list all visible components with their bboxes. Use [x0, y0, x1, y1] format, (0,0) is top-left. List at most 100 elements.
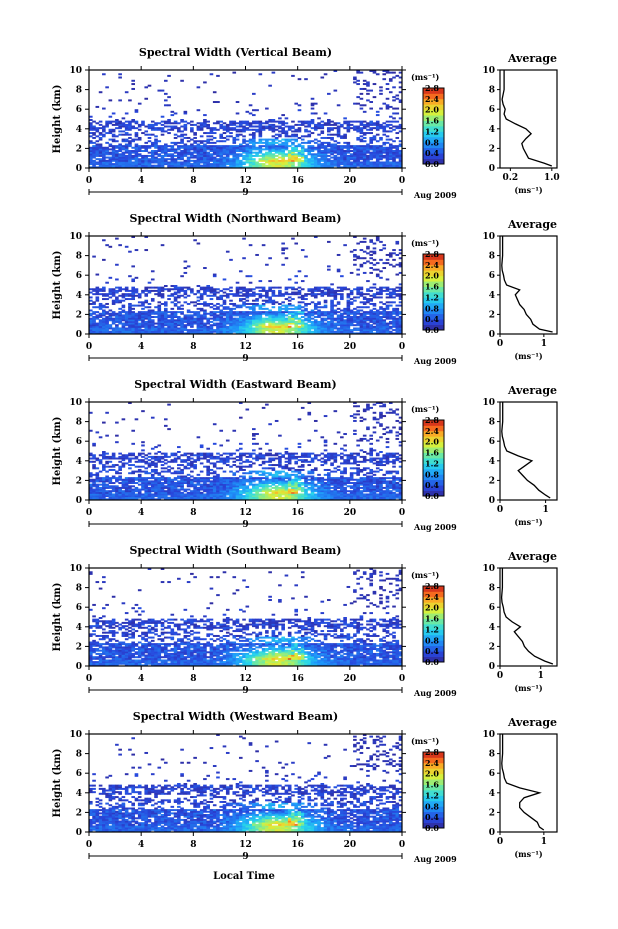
heatmap-cell [291, 146, 295, 149]
heatmap-cell [173, 127, 178, 130]
heatmap-cell [115, 325, 119, 328]
heatmap-cell [379, 125, 383, 128]
heatmap-cell [111, 158, 116, 161]
heatmap-cell [199, 159, 204, 162]
heatmap-cell [271, 289, 276, 292]
heatmap-cell [255, 161, 259, 164]
heatmap-cell [118, 123, 122, 126]
heatmap-cell [180, 166, 184, 169]
heatmap-cell [398, 257, 403, 260]
heatmap-cell [124, 482, 129, 485]
heatmap-cell [128, 150, 132, 153]
heatmap-cell [281, 252, 285, 255]
heatmap-cell [203, 122, 207, 125]
heatmap-cell [115, 434, 119, 437]
heatmap-cell [134, 486, 139, 489]
heatmap-cell [313, 125, 318, 128]
heatmap-cell [395, 94, 400, 97]
x-tick-label: 16 [291, 342, 304, 352]
heatmap-cell [349, 302, 354, 305]
heatmap-cell [121, 418, 126, 421]
heatmap-cell [177, 491, 181, 494]
heatmap-cell [327, 122, 331, 125]
heatmap-cell [102, 488, 106, 491]
heatmap-cell [206, 491, 210, 494]
heatmap-cell [92, 485, 96, 488]
heatmap-cell [222, 317, 227, 320]
heatmap-cell [238, 319, 243, 322]
heatmap-cell [111, 493, 116, 496]
heatmap-cell [242, 317, 246, 320]
heatmap-cell [186, 164, 191, 167]
heatmap-cell [150, 498, 155, 501]
heatmap-cell [323, 154, 328, 157]
heatmap-cell [167, 468, 171, 471]
heatmap-cell [268, 319, 272, 322]
heatmap-cell [258, 330, 263, 333]
heatmap-cell [323, 141, 328, 144]
heatmap-cell [144, 485, 149, 488]
heatmap-cell [235, 324, 240, 327]
heatmap-cell [144, 488, 149, 491]
heatmap-cell [167, 132, 171, 135]
heatmap-cell [206, 322, 210, 325]
heatmap-cell [92, 154, 96, 157]
heatmap-cell [150, 145, 155, 148]
heatmap-cell [388, 316, 393, 319]
heatmap-cell [108, 312, 113, 315]
heatmap-cell [356, 159, 360, 162]
heatmap-cell [131, 311, 135, 314]
heatmap-cell [265, 158, 269, 161]
heatmap-cell [219, 136, 224, 139]
heatmap-cell [222, 294, 227, 297]
heatmap-cell [183, 125, 188, 128]
heatmap-cell [128, 311, 132, 314]
heatmap-cell [274, 146, 279, 149]
heatmap-cell [375, 153, 380, 156]
heatmap-cell [238, 317, 243, 320]
heatmap-cell [150, 159, 155, 162]
heatmap-cell [372, 151, 377, 154]
heatmap-cell [245, 288, 250, 291]
heatmap-cell [379, 150, 383, 153]
heatmap-cell [287, 145, 292, 148]
heatmap-cell [278, 150, 282, 153]
heatmap-cell [144, 156, 149, 159]
heatmap-cell [261, 156, 266, 159]
heatmap-cell [362, 123, 367, 126]
average-profile-line [501, 70, 553, 167]
heatmap-cell [98, 150, 103, 153]
heatmap-cell [98, 319, 103, 322]
heatmap-cell [137, 332, 142, 335]
heatmap-cell [115, 278, 119, 281]
heatmap-cell [150, 150, 155, 153]
heatmap-cell [242, 329, 246, 332]
heatmap-cell [98, 145, 103, 148]
heatmap-cell [388, 127, 393, 130]
heatmap-cell [225, 330, 230, 333]
heatmap-cell [186, 151, 191, 154]
heatmap-cell [340, 330, 344, 333]
heatmap-cell [170, 163, 175, 166]
heatmap-cell [98, 320, 103, 323]
heatmap-cell [307, 314, 312, 317]
heatmap-cell [330, 138, 334, 141]
heatmap-cell [131, 332, 135, 335]
heatmap-cell [248, 146, 253, 149]
heatmap-cell [245, 140, 250, 143]
heatmap-cell [320, 293, 325, 296]
heatmap-cell [134, 319, 139, 322]
heatmap-cell [313, 141, 318, 144]
heatmap-cell [362, 311, 367, 314]
heatmap-cell [307, 141, 312, 144]
heatmap-cell [327, 161, 331, 164]
heatmap-cell [170, 486, 175, 489]
heatmap-cell [144, 164, 149, 167]
heatmap-cell [353, 317, 357, 320]
heatmap-cell [199, 332, 204, 335]
heatmap-cell [327, 151, 331, 154]
heatmap-cell [170, 127, 175, 130]
heatmap-cell [196, 148, 201, 151]
heatmap-cell [141, 154, 145, 157]
heatmap-cell [193, 293, 197, 296]
